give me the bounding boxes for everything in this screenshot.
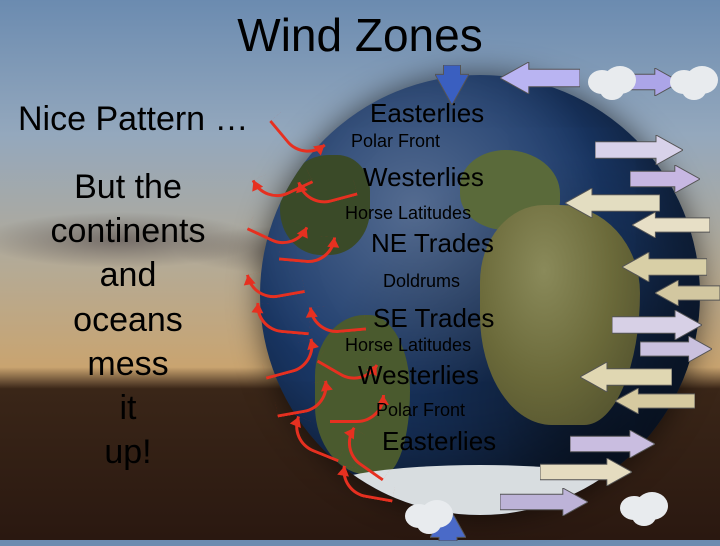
prevailing-wind-arrow-icon xyxy=(655,280,720,311)
wind-zone-label: Horse Latitudes xyxy=(345,335,471,356)
prevailing-wind-arrow-icon xyxy=(500,62,580,99)
cloud-icon xyxy=(588,64,638,96)
body-line: But the xyxy=(18,165,238,209)
wind-zone-label: Westerlies xyxy=(363,162,484,193)
body-line: it xyxy=(18,386,238,430)
body-text: But the continents and oceans mess it up… xyxy=(18,165,238,474)
page-title: Wind Zones xyxy=(237,8,482,62)
wind-zone-label: Polar Front xyxy=(351,131,440,152)
body-line: and xyxy=(18,253,238,297)
wind-zone-label: Polar Front xyxy=(376,400,465,421)
wind-zone-label: NE Trades xyxy=(371,228,494,259)
wind-zone-label: Horse Latitudes xyxy=(345,203,471,224)
cloud-icon xyxy=(405,498,455,530)
body-line: oceans xyxy=(18,298,238,342)
wind-zone-label: Westerlies xyxy=(358,360,479,391)
body-line: continents xyxy=(18,209,238,253)
wind-zone-label: Easterlies xyxy=(382,426,496,457)
cloud-icon xyxy=(620,490,670,522)
wind-zone-label: Doldrums xyxy=(383,271,460,292)
prevailing-wind-arrow-icon xyxy=(500,488,588,521)
wind-zone-label: SE Trades xyxy=(373,303,494,334)
subtitle: Nice Pattern … xyxy=(18,100,249,139)
prevailing-wind-arrow-icon xyxy=(540,458,632,491)
prevailing-wind-arrow-icon xyxy=(615,388,695,419)
prevailing-wind-arrow-icon xyxy=(435,65,469,110)
body-line: mess xyxy=(18,342,238,386)
body-line: up! xyxy=(18,430,238,474)
prevailing-wind-arrow-icon xyxy=(632,212,710,243)
cloud-icon xyxy=(670,64,720,96)
